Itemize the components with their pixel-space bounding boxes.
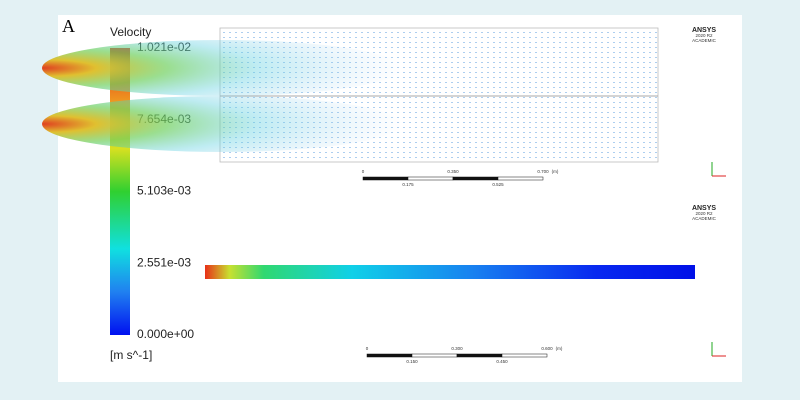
colorbar-label: 5.103e-03 xyxy=(137,184,191,198)
contour-strip xyxy=(205,265,695,279)
scale-label: 0.150 xyxy=(406,359,418,364)
logo-edition: ACADEMIC xyxy=(692,38,717,43)
colorbar-label: 2.551e-03 xyxy=(137,255,191,269)
jet xyxy=(42,40,402,96)
logo-name: ANSYS xyxy=(692,27,716,34)
logo-version: 2020 R2 xyxy=(695,211,713,216)
logo-name: ANSYS xyxy=(692,205,716,212)
scale-label: 0.700 xyxy=(537,169,549,174)
scale-label: 0.300 xyxy=(451,346,463,351)
scale-segment xyxy=(407,176,454,181)
logo-edition: ACADEMIC xyxy=(692,216,717,221)
scale-segment xyxy=(452,176,499,181)
panel-label: A xyxy=(62,16,75,36)
logo-version: 2020 R2 xyxy=(695,33,713,38)
axis-triad xyxy=(711,162,726,357)
scale-segment xyxy=(362,176,409,181)
scale-label: 0 xyxy=(366,346,369,351)
scale-label: 0.525 xyxy=(492,182,504,187)
scale-segment xyxy=(366,353,413,358)
scale-label: 0.450 xyxy=(496,359,508,364)
colorbar-label: 0.000e+00 xyxy=(137,327,194,341)
scale-segment xyxy=(411,353,458,358)
scale-label: 0 xyxy=(362,169,365,174)
scale-label: 0.175 xyxy=(402,182,414,187)
scale-label: (m) xyxy=(552,169,559,174)
scale-segment xyxy=(456,353,503,358)
scale-label: (m) xyxy=(556,346,563,351)
scale-segment xyxy=(497,176,544,181)
legend-title: Velocity xyxy=(110,25,151,39)
scale-label: 0.350 xyxy=(447,169,459,174)
jet xyxy=(42,96,402,152)
scale-label: 0.600 xyxy=(541,346,553,351)
legend-unit: [m s^-1] xyxy=(110,348,152,362)
scale-segment xyxy=(501,353,548,358)
